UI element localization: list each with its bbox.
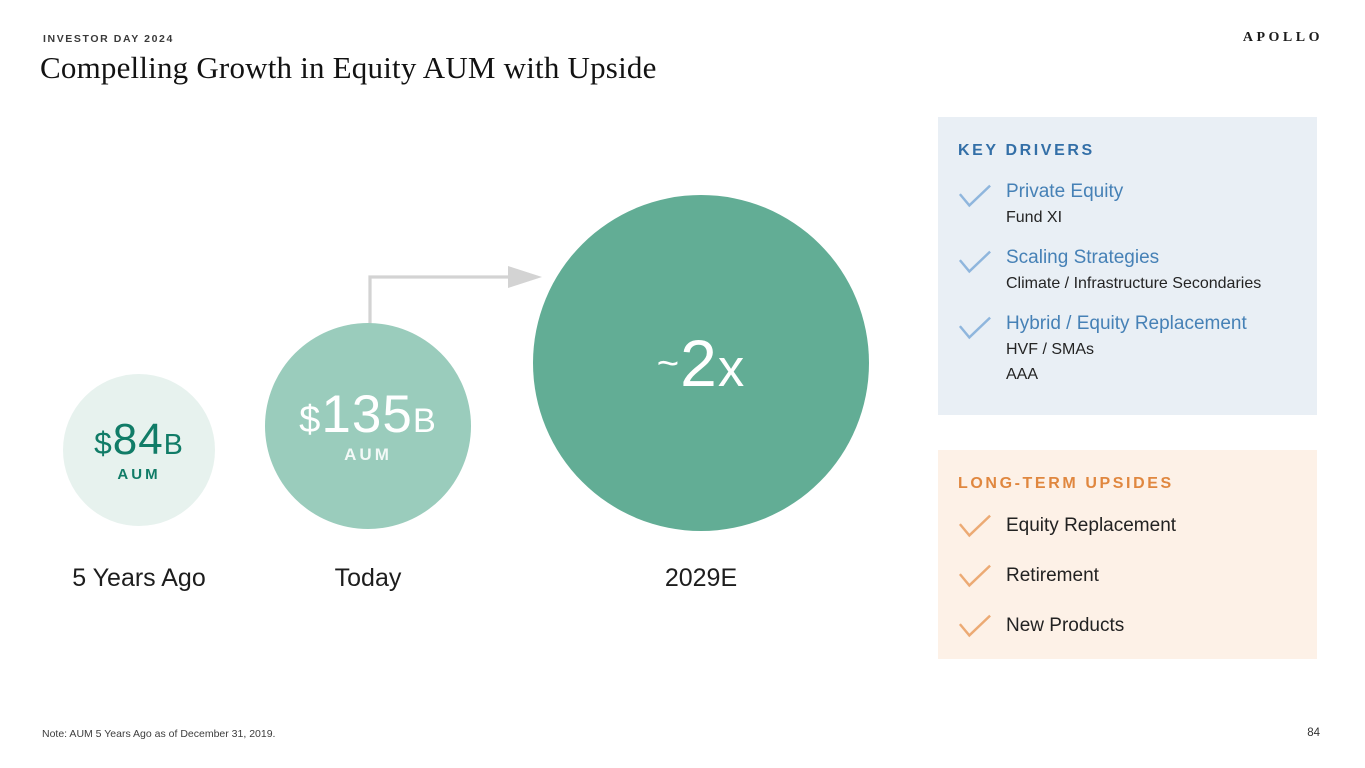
item-subtitle-line: AAA (1006, 365, 1039, 383)
bubble-value: $135B (299, 388, 437, 441)
currency-symbol: $ (299, 397, 322, 441)
check-icon (958, 614, 991, 638)
bubble-value: ~2x (657, 330, 745, 396)
page-number: 84 (1307, 727, 1320, 739)
item-title: Private Equity (1006, 181, 1124, 202)
key-drivers-panel: KEY DRIVERS Private Equity Fund XI Scali… (938, 117, 1317, 415)
item-title: Equity Replacement (1006, 515, 1177, 537)
bubble-today: $135B AUM (265, 323, 471, 529)
item-subtitle: HVF / SMAs AAA (1006, 338, 1247, 388)
value-number: 2 (680, 326, 718, 400)
value-number: 135 (321, 384, 413, 444)
check-icon (958, 514, 991, 538)
key-driver-item: Hybrid / Equity Replacement HVF / SMAs A… (958, 312, 1295, 388)
category-label-2029e: 2029E (664, 564, 738, 592)
item-title: Scaling Strategies (1006, 246, 1160, 268)
page-title: Compelling Growth in Equity AUM with Ups… (40, 50, 657, 85)
footnote: Note: AUM 5 Years Ago as of December 31,… (42, 728, 276, 740)
item-text: Scaling Strategies Climate / Infrastruct… (1006, 246, 1261, 297)
item-subtitle: Climate / Infrastructure Secondaries (1006, 275, 1262, 293)
check-icon (958, 250, 991, 274)
bubble-5-years-ago: $84B AUM (63, 374, 215, 526)
upside-item: Retirement (958, 563, 1295, 589)
item-title: Hybrid / Equity Replacement (1006, 312, 1247, 334)
long-term-upsides-panel: LONG-TERM UPSIDES Equity Replacement Ret… (938, 450, 1317, 659)
key-driver-item: Scaling Strategies Climate / Infrastruct… (958, 246, 1295, 297)
item-title: Retirement (1006, 565, 1099, 587)
bubble-sub-label: AUM (117, 465, 161, 483)
upside-item: Equity Replacement (958, 513, 1295, 539)
item-text: Hybrid / Equity Replacement HVF / SMAs A… (1006, 312, 1247, 388)
growth-arrow-icon (368, 266, 542, 325)
check-icon (958, 184, 991, 208)
check-icon (958, 564, 991, 588)
key-driver-item: Private Equity Fund XI (958, 180, 1295, 231)
tilde-symbol: ~ (656, 342, 681, 385)
item-text: Private Equity Fund XI (1006, 180, 1123, 231)
category-label-5-years-ago: 5 Years Ago (72, 564, 206, 592)
currency-symbol: $ (94, 424, 113, 461)
value-suffix: B (412, 401, 437, 440)
aum-growth-bubble-chart: $84B AUM $135B AUM ~2x 5 Years Ago Today… (63, 195, 869, 592)
item-subtitle: Fund XI (1006, 209, 1063, 227)
bubble-sub-label: AUM (344, 444, 392, 464)
upside-item: New Products (958, 613, 1295, 639)
item-subtitle-line: HVF / SMAs (1006, 341, 1095, 359)
value-suffix: x (717, 339, 746, 398)
apollo-logo: APOLLO (1242, 30, 1323, 45)
bubble-2029e: ~2x (533, 195, 869, 531)
check-icon (958, 316, 991, 340)
category-label-today: Today (334, 564, 402, 592)
long-term-upsides-heading: LONG-TERM UPSIDES (958, 475, 1174, 492)
value-suffix: B (163, 428, 184, 461)
item-title: New Products (1006, 615, 1125, 637)
eyebrow-investor-day: INVESTOR DAY 2024 (43, 33, 174, 45)
key-drivers-heading: KEY DRIVERS (958, 142, 1095, 159)
value-number: 84 (112, 414, 164, 464)
bubble-value: $84B (94, 414, 184, 464)
